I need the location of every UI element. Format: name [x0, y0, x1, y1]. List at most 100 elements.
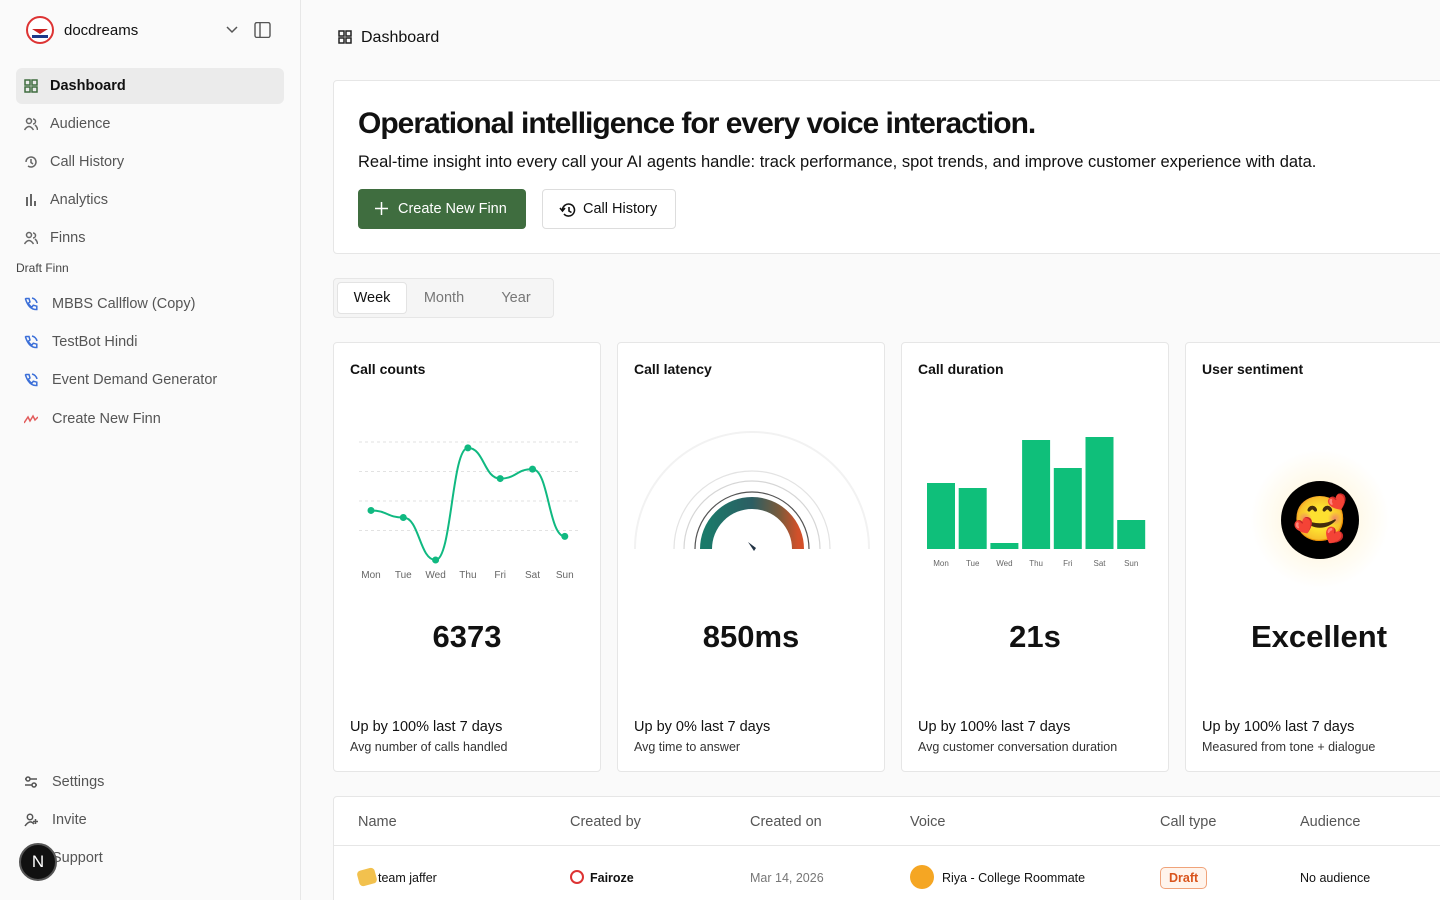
icon-part: [24, 297, 38, 311]
nav-item[interactable]: Finns: [16, 220, 284, 256]
nav-icon: [24, 117, 38, 131]
table-cell: Draft: [1160, 867, 1208, 889]
x-tick-label: Tue: [395, 570, 412, 581]
main: Dashboard Operational intelligence for e…: [301, 0, 1440, 900]
card-title: Call counts: [350, 361, 426, 377]
icon-part: [24, 79, 31, 86]
x-tick-label: Thu: [459, 570, 476, 581]
point: [432, 556, 440, 564]
card-title: Call duration: [918, 361, 1004, 377]
point: [529, 465, 536, 473]
dashboard-icon: [338, 30, 352, 44]
table-cell: team jaffer: [378, 871, 437, 885]
create-button[interactable]: Create New Finn: [358, 189, 526, 229]
page-title: Dashboard: [361, 29, 440, 46]
metric-value: Excellent: [1250, 619, 1388, 654]
x-tick-label: Sat: [1093, 559, 1106, 568]
table-cell: Riya - College Roommate: [942, 871, 1086, 885]
hero-title: Operational intelligence for every voice…: [358, 107, 1036, 140]
gauge-ring: [694, 491, 810, 550]
plus-icon: [375, 202, 388, 215]
icon-part: [24, 373, 38, 387]
draft-item[interactable]: TestBot Hindi: [16, 324, 284, 360]
trend-text: Up by 100% last 7 days: [1202, 719, 1355, 735]
icon-part: [24, 819, 38, 827]
metric-value: 850ms: [702, 619, 800, 654]
row-icon: [356, 866, 378, 888]
nav-icon: [24, 373, 38, 387]
x-tick-label: Fri: [494, 570, 506, 581]
metric-caption: Avg customer conversation duration: [918, 740, 1118, 754]
metric-trend: Up by 0% last 7 days: [634, 719, 771, 813]
table-cell: No audience: [1300, 871, 1371, 885]
draft-item[interactable]: MBBS Callflow (Copy): [16, 286, 284, 322]
metric-caption: Measured from tone + dialogue: [1202, 740, 1376, 754]
nav-item[interactable]: Call History: [16, 144, 284, 180]
nav-item[interactable]: Audience: [16, 106, 284, 142]
draft-item[interactable]: Event Demand Generator: [16, 362, 284, 398]
user-avatar[interactable]: N: [19, 843, 57, 881]
workspace-name[interactable]: docdreams: [64, 22, 139, 39]
range-tab[interactable]: Year: [501, 290, 531, 306]
icon-part: [31, 86, 38, 93]
metric-card: User sentiment 🥰 Excellent Up by 100% last …: [1185, 342, 1440, 813]
history-icon: [559, 203, 576, 217]
metric-card: Call latency 850ms Up by 0% last 7 days Avg…: [617, 342, 885, 813]
history-button[interactable]: Call History: [542, 189, 676, 229]
bar: [1053, 468, 1082, 549]
gauge-ring: [683, 480, 821, 550]
metric-value: 6373: [432, 619, 502, 654]
icon-part: [26, 813, 34, 821]
bar: [1117, 520, 1146, 549]
icon-part: [25, 231, 33, 239]
gauge-ring: [634, 431, 870, 550]
bar: [958, 488, 987, 549]
footer-label: Invite: [52, 812, 87, 828]
point: [464, 444, 472, 452]
x-tick-label: Sun: [1124, 559, 1138, 568]
draft-item[interactable]: Create New Finn: [16, 401, 284, 437]
card-title: User sentiment: [1202, 361, 1304, 377]
column-header: Name: [358, 814, 397, 830]
nav-item[interactable]: Analytics: [16, 182, 284, 218]
icon-part: [24, 86, 31, 93]
range-tab[interactable]: Week: [337, 282, 407, 314]
nav-icon: [24, 335, 38, 349]
footer-label: Support: [52, 850, 103, 866]
nav-item[interactable]: Dashboard: [16, 68, 284, 104]
x-tick-label: Wed: [425, 570, 445, 581]
x-tick-label: Fri: [1063, 559, 1073, 568]
icon-part: [24, 232, 38, 245]
range-tab[interactable]: Month: [423, 290, 465, 306]
footer-item[interactable]: Invite: [16, 802, 284, 838]
card-chart: [634, 431, 870, 551]
icon-part: [31, 782, 37, 788]
range-tabs: Week Month Year: [333, 278, 554, 318]
point: [367, 506, 375, 514]
column-header: Call type: [1160, 814, 1217, 830]
nav-label: Call History: [50, 154, 125, 170]
metric-caption: Avg time to answer: [634, 740, 741, 754]
history-button-label: Call History: [583, 201, 658, 217]
footer-item[interactable]: Settings: [16, 764, 284, 800]
icon-part: [24, 414, 38, 424]
metric-card: Call duration Mon Tue Wed Thu Fri Sat Sun 21s Up …: [901, 342, 1169, 813]
metric-trend: Up by 100% last 7 days: [1202, 719, 1355, 813]
table-cell: Mar 14, 2026: [750, 871, 824, 885]
icon-part: [24, 335, 38, 349]
icon-part: [25, 117, 33, 125]
card-chart: Mon Tue Wed Thu Fri Sat Sun: [927, 437, 1146, 568]
bar: [1085, 437, 1114, 549]
trend-text: Up by 0% last 7 days: [634, 719, 771, 735]
nav-icon: [24, 813, 38, 827]
x-tick-label: Thu: [1029, 559, 1043, 568]
sidebar-controls[interactable]: [224, 22, 274, 38]
draft-label: Create New Finn: [52, 411, 161, 427]
nav-label: Analytics: [50, 192, 109, 208]
nav-icon: [24, 231, 38, 245]
icon-part: [24, 118, 38, 131]
x-tick-label: Mon: [933, 559, 949, 568]
table-cell: Fairoze: [590, 871, 634, 885]
bar: [990, 543, 1019, 549]
